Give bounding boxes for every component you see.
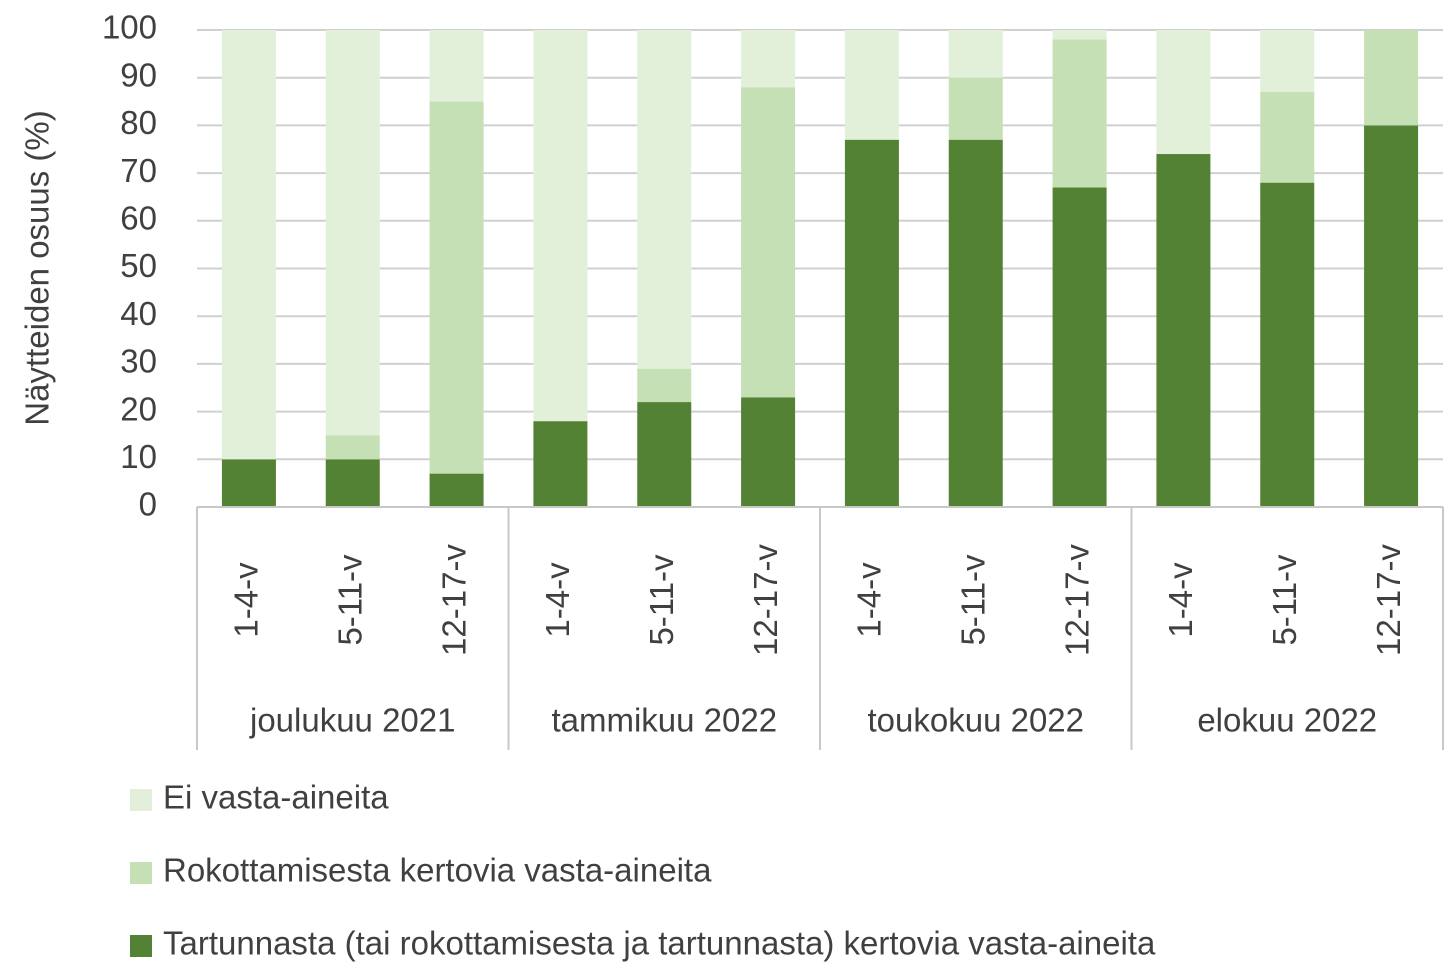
- group-label: elokuu 2022: [1197, 702, 1377, 739]
- bar-segment: [429, 101, 484, 474]
- bar-segment: [1260, 182, 1315, 507]
- y-tick-label: 30: [120, 343, 157, 380]
- x-tick-label: 1-4-v: [1162, 562, 1199, 638]
- legend-label: Ei vasta-aineita: [163, 779, 389, 816]
- bar-segment: [325, 459, 380, 507]
- bar-segment: [1156, 154, 1211, 507]
- y-tick-label: 40: [120, 295, 157, 332]
- bar-segment: [325, 30, 380, 436]
- y-tick-label: 20: [120, 390, 157, 427]
- bar-segment: [429, 473, 484, 507]
- group-label: joulukuu 2021: [249, 702, 456, 739]
- bar-segment: [948, 30, 1003, 78]
- bar-segment: [948, 139, 1003, 507]
- bar-segment: [637, 402, 692, 507]
- bar-segment: [741, 397, 796, 507]
- bar-segment: [637, 368, 692, 403]
- legend-swatch: [130, 789, 152, 811]
- legend-label: Rokottamisesta kertovia vasta-aineita: [163, 852, 712, 889]
- bar-segment: [844, 139, 899, 507]
- bar-segment: [741, 30, 796, 88]
- x-tick-label: 5-11-v: [331, 554, 368, 646]
- y-tick-label: 80: [120, 104, 157, 141]
- x-tick-label: 12-17-v: [747, 544, 784, 656]
- legend-label: Tartunnasta (tai rokottamisesta ja tartu…: [163, 925, 1156, 962]
- bar-segment: [1364, 30, 1419, 126]
- x-tick-label: 1-4-v: [851, 562, 888, 638]
- x-tick-label: 5-11-v: [1266, 554, 1303, 646]
- bar-segment: [1260, 30, 1315, 93]
- bar-segment: [1156, 30, 1211, 155]
- bar-segment: [1364, 125, 1419, 508]
- bar-segment: [533, 30, 588, 422]
- group-label: tammikuu 2022: [551, 702, 777, 739]
- bar-segment: [1052, 30, 1107, 40]
- x-tick-label: 12-17-v: [1370, 544, 1407, 656]
- x-tick-label: 1-4-v: [228, 562, 265, 638]
- bar-segment: [1260, 92, 1315, 183]
- bar-segment: [429, 30, 484, 102]
- bar-segment: [637, 30, 692, 369]
- x-tick-label: 5-11-v: [954, 554, 991, 646]
- x-tick-label: 5-11-v: [643, 554, 680, 646]
- bar-segment: [1052, 187, 1107, 507]
- legend-swatch: [130, 935, 152, 957]
- y-tick-label: 100: [102, 9, 157, 46]
- y-tick-label: 70: [120, 152, 157, 189]
- bar-segment: [221, 459, 276, 507]
- bar-segment: [741, 87, 796, 398]
- bar-segment: [221, 30, 276, 460]
- y-axis-label: Näytteiden osuus (%): [19, 110, 56, 425]
- bar-segment: [948, 77, 1003, 140]
- x-tick-label: 12-17-v: [1058, 544, 1095, 656]
- bar-segment: [1052, 39, 1107, 188]
- bar-segment: [844, 30, 899, 140]
- y-tick-label: 60: [120, 200, 157, 237]
- group-label: toukokuu 2022: [867, 702, 1084, 739]
- x-tick-label: 1-4-v: [539, 562, 576, 638]
- bar-segment: [533, 421, 588, 507]
- y-tick-label: 0: [139, 486, 157, 523]
- legend-swatch: [130, 862, 152, 884]
- x-tick-label: 12-17-v: [435, 544, 472, 656]
- bar-segment: [325, 435, 380, 460]
- y-tick-label: 10: [120, 438, 157, 475]
- y-tick-label: 90: [120, 56, 157, 93]
- y-tick-label: 50: [120, 247, 157, 284]
